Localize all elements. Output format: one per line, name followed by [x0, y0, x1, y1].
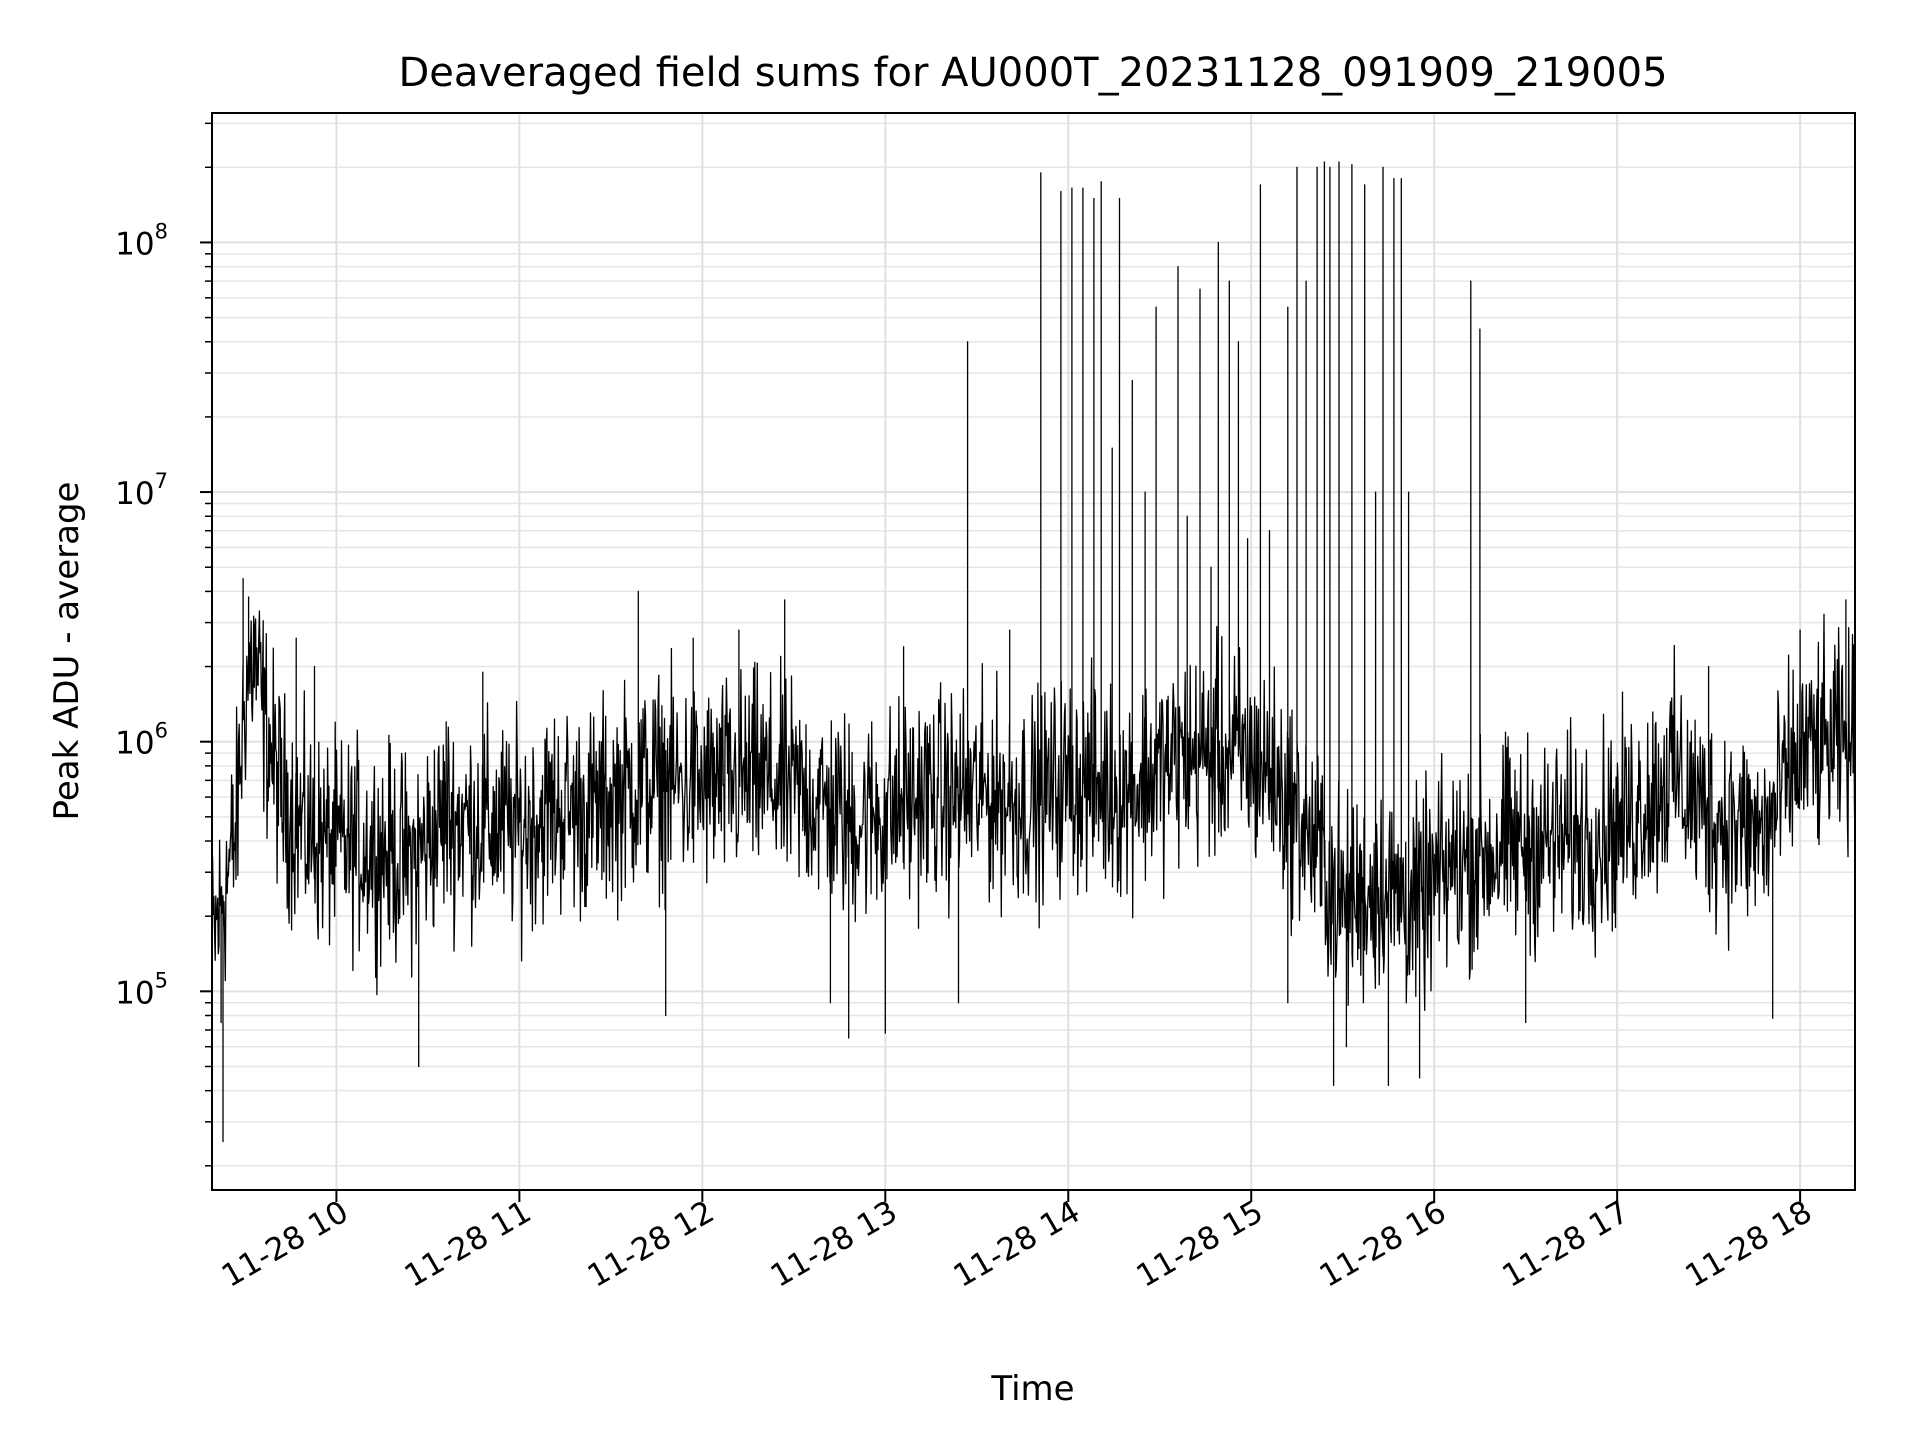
y-tick-label: 107	[115, 469, 168, 512]
plot-frame	[211, 112, 1856, 1191]
y-axis: 105 106 107 108	[115, 122, 212, 1167]
chart-title: Deaveraged field sums for AU000T_2023112…	[398, 50, 1667, 96]
series-line	[211, 161, 1856, 1143]
series-line-group	[211, 161, 1856, 1143]
y-tick-label: 108	[115, 219, 168, 262]
y-tick-label: 105	[115, 968, 168, 1011]
x-axis-title: Time	[990, 1369, 1074, 1409]
y-tick-label: 106	[115, 719, 168, 762]
y-axis-title: Peak ADU - average	[47, 482, 87, 821]
